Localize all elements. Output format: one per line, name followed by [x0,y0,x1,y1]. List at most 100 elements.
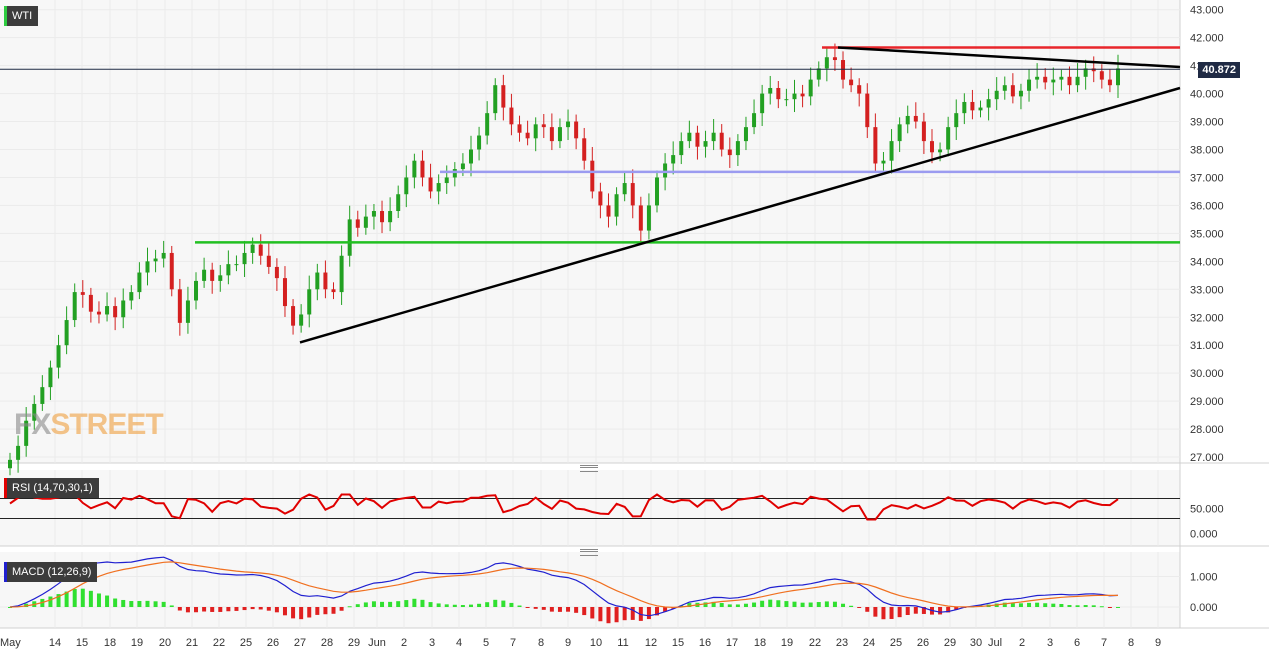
macd-histogram-bar [412,598,417,607]
x-tick-label: Jun [368,637,386,649]
candle-body [8,459,12,469]
macd-histogram-bar [881,607,886,620]
candle-body [428,177,433,192]
candle-body [566,121,571,128]
y-tick-label: 32.000 [1190,312,1224,324]
rising-trendline [299,86,1181,344]
macd-histogram-bar [80,588,85,607]
candle-body [606,205,611,217]
rsi-y-tick-label: 50.000 [1190,504,1224,516]
candle-body [1051,79,1056,83]
candle-body [274,266,279,279]
y-tick-label: 30.000 [1190,368,1224,380]
candle-body [1075,76,1080,86]
macd-histogram-bar [752,602,757,607]
macd-histogram-bar [355,604,360,607]
macd-histogram-bar [299,607,304,620]
x-tick-label: 29 [348,637,360,649]
x-tick-label: 5 [483,637,489,649]
candle-body [72,292,77,321]
macd-histogram-bar [1067,605,1072,607]
y-tick-label: 29.000 [1190,396,1224,408]
candle-body [849,79,854,86]
macd-histogram-bar [517,605,522,607]
macd-histogram-bar [388,601,393,607]
candle-body [380,211,385,223]
candle-body [622,183,627,195]
x-tick-label: 19 [131,637,143,649]
macd-histogram-bar [946,607,951,613]
macd-histogram-bar [444,604,449,607]
candle-body [687,132,692,142]
x-tick-label: 12 [645,637,657,649]
x-tick-label: 27 [294,637,306,649]
macd-histogram-bar [800,602,805,607]
candle-body [929,141,934,153]
y-tick-label: 42.000 [1190,33,1224,45]
candle-body [444,177,449,184]
candle-body [129,292,134,301]
macd-histogram-bar [194,607,199,613]
last-price-badge: 40.872 [1198,62,1240,78]
macd-histogram-bar [614,607,619,623]
candle-body [873,127,878,164]
candle-body [32,403,37,421]
candle-body [541,124,546,128]
y-tick-label: 35.000 [1190,228,1224,240]
candle-body [897,124,902,142]
macd-histogram-bar [703,602,708,607]
rsi-pane-resize-handle[interactable] [580,465,598,472]
macd-histogram-bar [64,591,69,607]
candle-body [574,121,579,139]
macd-histogram-bar [913,607,918,614]
x-tick-label: 2 [401,637,407,649]
candle-body [784,99,789,101]
macd-histogram-bar [808,602,813,607]
x-tick-label: 16 [699,637,711,649]
candle-body [1002,85,1007,91]
y-tick-label: 27.000 [1190,452,1224,464]
candle-body [549,127,554,142]
fxstreet-watermark: FXSTREET [14,408,164,442]
macd-histogram-bar [1002,602,1007,607]
macd-histogram-bar [566,607,571,612]
macd-histogram-bar [88,590,93,607]
macd-y-tick-label: 0.000 [1190,602,1218,614]
x-tick-label: 14 [49,637,61,649]
candle-body [1107,79,1112,86]
candle-body [743,127,748,142]
macd-histogram-bar [242,607,247,611]
macd-histogram-bar [210,607,215,612]
macd-histogram-bar [185,607,190,613]
macd-pane-resize-handle[interactable] [580,549,598,556]
candle-body [404,177,409,195]
macd-histogram-bar [509,602,514,607]
candle-body [1018,90,1023,97]
macd-histogram-bar [1051,603,1056,607]
watermark-street: STREET [50,408,163,441]
x-tick-label: 25 [240,637,252,649]
candle-body [752,113,757,128]
y-tick-label: 39.000 [1190,117,1224,129]
candle-body [776,87,781,100]
macd-histogram-bar [897,607,902,618]
y-tick-label: 31.000 [1190,340,1224,352]
macd-signal-line [9,561,1118,609]
candle-body [808,79,813,97]
x-tick-label: Jul [988,637,1002,649]
candle-body [1010,85,1015,97]
candle-body [719,132,724,150]
macd-histogram-bar [533,607,538,609]
x-tick-label: 17 [726,637,738,649]
candle-body [460,163,465,170]
candle-body [655,177,660,206]
candle-body [679,141,684,156]
macd-histogram-bar [105,595,110,607]
candle-body [266,255,271,267]
macd-histogram-bar [72,589,77,607]
candle-body [1059,76,1064,80]
macd-histogram-bar [96,593,101,607]
macd-histogram-bar [323,607,328,615]
candle-body [64,320,69,346]
